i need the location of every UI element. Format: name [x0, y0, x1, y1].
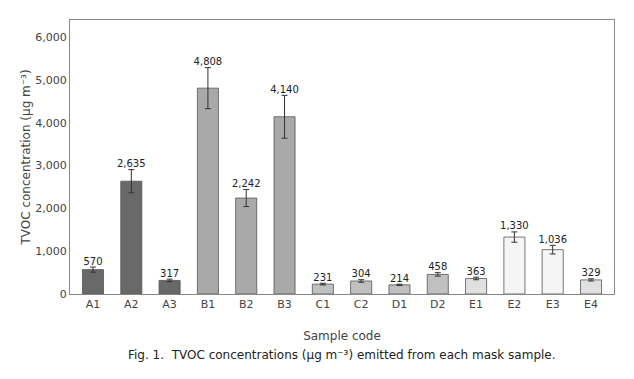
- svg-text:Fig. 1. TVOC concentrations (: Fig. 1. TVOC concentrations (μg m⁻³) emi…: [128, 348, 556, 362]
- svg-text:D1: D1: [392, 298, 407, 311]
- svg-text:5,000: 5,000: [35, 74, 67, 87]
- svg-text:4,000: 4,000: [35, 117, 67, 130]
- svg-text:A2: A2: [124, 298, 139, 311]
- svg-text:C2: C2: [354, 298, 369, 311]
- svg-text:A3: A3: [162, 298, 177, 311]
- svg-text:4,808: 4,808: [194, 56, 223, 67]
- svg-text:E2: E2: [507, 298, 521, 311]
- svg-text:4,140: 4,140: [270, 84, 299, 95]
- svg-text:B2: B2: [239, 298, 254, 311]
- svg-text:2,242: 2,242: [232, 178, 261, 189]
- svg-text:304: 304: [352, 268, 371, 279]
- svg-text:2,635: 2,635: [117, 158, 146, 169]
- svg-text:214: 214: [390, 273, 409, 284]
- svg-text:Sample code: Sample code: [303, 329, 381, 343]
- svg-text:2,000: 2,000: [35, 202, 67, 215]
- svg-text:E4: E4: [584, 298, 598, 311]
- svg-text:A1: A1: [86, 298, 101, 311]
- svg-text:231: 231: [313, 272, 332, 283]
- svg-text:1,330: 1,330: [500, 220, 529, 231]
- svg-text:3,000: 3,000: [35, 159, 67, 172]
- svg-text:458: 458: [428, 261, 447, 272]
- svg-text:E1: E1: [469, 298, 483, 311]
- svg-text:6,000: 6,000: [35, 31, 67, 44]
- svg-text:B3: B3: [277, 298, 292, 311]
- svg-text:317: 317: [160, 268, 179, 279]
- svg-text:1,036: 1,036: [538, 234, 567, 245]
- svg-text:D2: D2: [430, 298, 445, 311]
- svg-text:363: 363: [467, 266, 486, 277]
- svg-text:TVOC concentration (μg m⁻³): TVOC concentration (μg m⁻³): [19, 69, 33, 245]
- svg-text:0: 0: [60, 288, 67, 301]
- svg-text:B1: B1: [201, 298, 216, 311]
- svg-text:329: 329: [581, 267, 600, 278]
- svg-text:E3: E3: [546, 298, 560, 311]
- svg-text:C1: C1: [316, 298, 331, 311]
- svg-text:1,000: 1,000: [35, 245, 67, 258]
- svg-text:570: 570: [83, 256, 102, 267]
